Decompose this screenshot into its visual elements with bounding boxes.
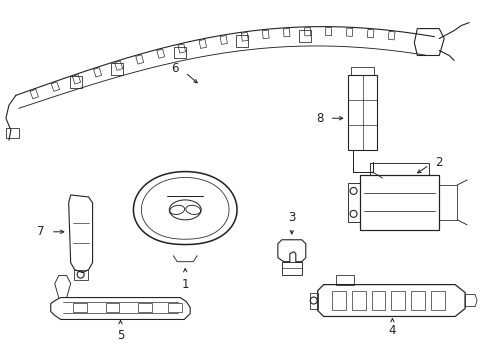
Text: 6: 6: [170, 62, 178, 75]
Text: 4: 4: [388, 324, 395, 337]
Text: 8: 8: [316, 112, 323, 125]
Text: 2: 2: [434, 156, 442, 168]
Text: 7: 7: [37, 225, 45, 238]
Text: 5: 5: [117, 329, 124, 342]
Text: 3: 3: [287, 211, 295, 224]
Text: 1: 1: [181, 278, 188, 291]
